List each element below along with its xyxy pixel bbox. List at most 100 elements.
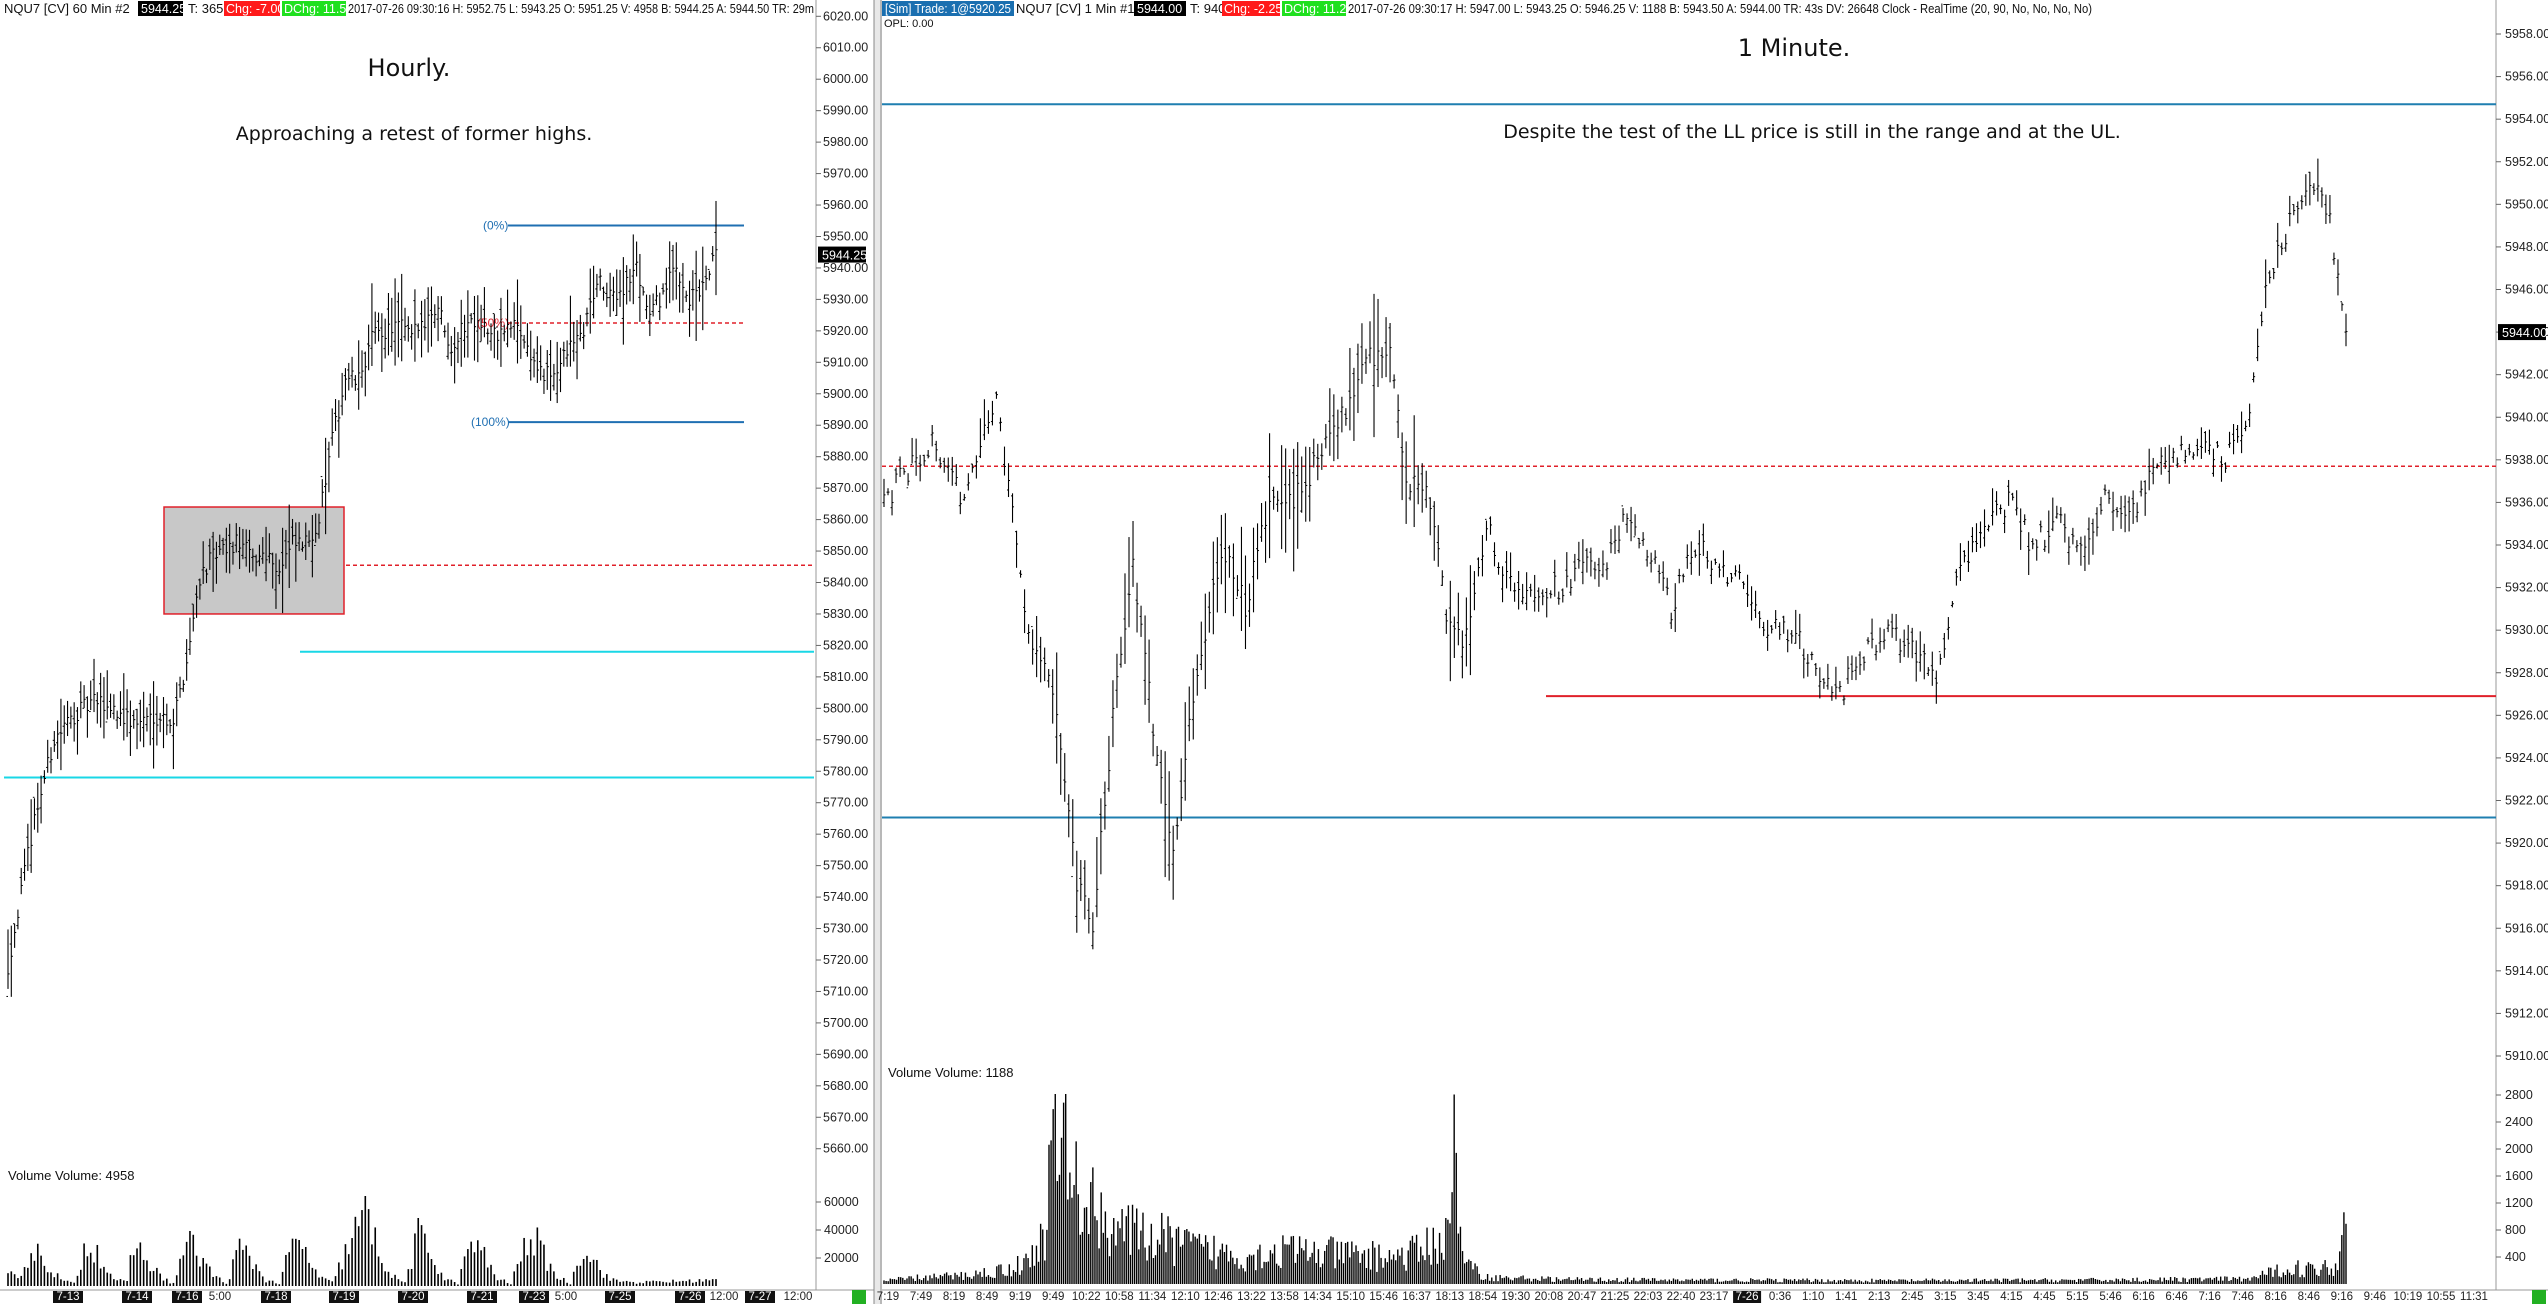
- ohlc-bar: [1721, 550, 1725, 578]
- ohlc-bar: [1223, 513, 1227, 614]
- ohlc-bar: [148, 693, 152, 746]
- hourly-annotation-title[interactable]: Hourly.: [368, 54, 451, 82]
- ohlc-bar: [1227, 545, 1231, 578]
- ohlc-bar: [1412, 415, 1416, 528]
- ohlc-bar: [621, 257, 625, 345]
- ohlc-bar: [59, 698, 63, 771]
- ohlc-bar: [2007, 479, 2011, 506]
- ohlc-bar: [1396, 394, 1400, 439]
- hourly-price-axis[interactable]: 6020.00 6010.00 6000.00 5990.00 5980.00 5970.…: [816, 9, 868, 1156]
- ohlc-bar: [234, 523, 238, 553]
- one-minute-annotation-note[interactable]: Despite the test of the LL price is stil…: [1503, 121, 2121, 143]
- one-minute-time-tick: 5:15: [2066, 1291, 2088, 1303]
- ohlc-bar: [496, 326, 500, 360]
- consolidation-box[interactable]: [163, 506, 345, 615]
- hourly-dchg: DChg: 11.50: [284, 2, 353, 16]
- ohlc-bar: [237, 526, 242, 570]
- one-minute-time-tick: 8:19: [943, 1291, 965, 1303]
- ohlc-bar: [1958, 543, 1962, 581]
- hourly-time-axis[interactable]: 7-13 7-14 7-16 5:00 7-18 7-19 7-20 7-21 7-23 5:00…: [53, 1291, 812, 1303]
- one-minute-time-label: 16:37: [1402, 1291, 1431, 1303]
- ohlc-bar: [2340, 301, 2344, 311]
- ohlc-bar: [2107, 489, 2111, 504]
- ohlc-bar: [416, 323, 420, 339]
- one-minute-price-tick-label: 5920.00: [2505, 836, 2548, 850]
- ohlc-bar: [2099, 496, 2103, 515]
- ohlc-bar: [1790, 629, 1794, 644]
- hourly-time-label: 7-26: [678, 1291, 701, 1303]
- ohlc-bar: [1215, 537, 1219, 613]
- ohlc-bar: [1139, 605, 1143, 637]
- ohlc-bar: [585, 307, 589, 327]
- ohlc-bar: [479, 304, 483, 343]
- hourly-price-tick-label: 5750.00: [823, 859, 868, 873]
- one-minute-time-label: 7-26: [1736, 1291, 1759, 1303]
- ohlc-bar: [151, 681, 156, 769]
- one-minute-price-axis[interactable]: 5958.00 5956.00 5954.00 5952.00 5950.00 5948.…: [2496, 27, 2548, 1063]
- sim-trade-info[interactable]: [Sim] Trade: 1@5920.25: [885, 1, 1011, 16]
- one-minute-volume-tick-label: 2000: [2505, 1142, 2533, 1156]
- ohlc-bar: [1742, 581, 1746, 590]
- ohlc-bar: [638, 253, 642, 322]
- ohlc-bar: [2272, 267, 2276, 280]
- hourly-volume-axis[interactable]: 60000 40000 20000: [816, 1195, 859, 1265]
- ohlc-bar: [214, 541, 219, 584]
- ohlc-bar: [1452, 616, 1456, 658]
- hourly-time-label: 7-27: [748, 1291, 771, 1303]
- ohlc-bar: [1786, 629, 1790, 653]
- hourly-price-axis-area[interactable]: [816, 0, 874, 1290]
- ohlc-bar: [2187, 443, 2191, 456]
- ohlc-bar: [108, 693, 113, 718]
- ohlc-bar: [1280, 445, 1284, 550]
- status-indicator-left[interactable]: [852, 1290, 866, 1304]
- one-minute-time-label: 11:34: [1138, 1291, 1167, 1303]
- ohlc-bar: [1448, 580, 1452, 682]
- one-minute-price-tick-label: 5912.00: [2505, 1006, 2548, 1020]
- hourly-price-bars[interactable]: [6, 200, 718, 997]
- hourly-time-tick: 7-14: [122, 1291, 152, 1303]
- hourly-volume-bars[interactable]: [7, 1196, 717, 1286]
- ohlc-bar: [1902, 629, 1906, 658]
- ohlc-bar: [1830, 686, 1834, 701]
- one-minute-price-bars[interactable]: [882, 158, 2348, 950]
- ohlc-bar: [2095, 507, 2099, 537]
- ohlc-bar: [2344, 313, 2348, 347]
- one-minute-time-tick: 16:37: [1402, 1291, 1431, 1303]
- one-minute-annotation-title[interactable]: 1 Minute.: [1738, 34, 1851, 62]
- ohlc-bar: [482, 287, 487, 338]
- one-minute-time-label: 10:22: [1072, 1291, 1101, 1303]
- ohlc-bar: [2260, 311, 2264, 327]
- ohlc-bar: [171, 708, 176, 770]
- one-minute-levels[interactable]: [882, 103, 2496, 819]
- one-minute-volume-tick-label: 1200: [2505, 1196, 2533, 1210]
- ohlc-bar: [958, 491, 962, 515]
- ohlc-bar: [2264, 259, 2268, 309]
- hourly-levels[interactable]: [4, 224, 814, 779]
- ohlc-bar: [1987, 524, 1991, 532]
- ohlc-bar: [158, 712, 162, 733]
- one-minute-time-axis[interactable]: 7:19 7:49 8:19 8:49 9:19 9:49 10:22 10:58 11:34 1…: [877, 1291, 2488, 1303]
- status-indicator-right[interactable]: [2532, 1290, 2546, 1304]
- ohlc-bar: [1019, 570, 1023, 578]
- hourly-price-tick-label: 5790.00: [823, 733, 868, 747]
- hourly-annotation-note[interactable]: Approaching a retest of former highs.: [236, 123, 593, 145]
- ohlc-bar: [618, 269, 622, 307]
- one-minute-time-tick: 7:46: [2232, 1291, 2254, 1303]
- ohlc-bar: [102, 677, 106, 739]
- panel-divider[interactable]: [874, 0, 882, 1304]
- one-minute-volume-bars[interactable]: [883, 1094, 2347, 1284]
- ohlc-bar: [1979, 521, 1982, 549]
- ohlc-bar: [1099, 798, 1103, 875]
- one-minute-time-label: 8:49: [976, 1291, 998, 1303]
- ohlc-bar: [310, 514, 314, 578]
- one-minute-volume-axis[interactable]: 2800 2400 2000 1600 1200 800 400: [2496, 1088, 2533, 1264]
- one-minute-time-tick: 3:15: [1934, 1291, 1956, 1303]
- ohlc-bar: [393, 278, 397, 366]
- ohlc-bar: [363, 351, 367, 397]
- ohlc-bar: [1111, 680, 1115, 748]
- hourly-price-tick-label: 5760.00: [823, 827, 868, 841]
- ohlc-bar: [1316, 443, 1320, 481]
- ohlc-bar: [2236, 424, 2240, 443]
- sim-account-bg: [882, 1, 1014, 16]
- hourly-price-tick-label: 5670.00: [823, 1110, 868, 1124]
